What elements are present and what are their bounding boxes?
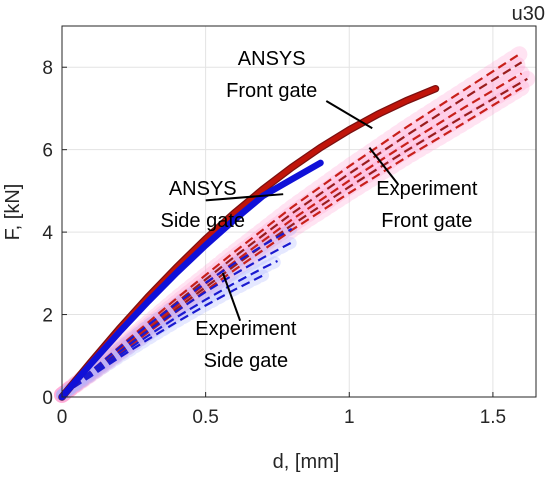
series-line-experiment-side <box>61 260 278 396</box>
series-lines <box>58 51 528 401</box>
series-line-experiment-side <box>61 241 293 396</box>
annotation-leader <box>325 100 373 130</box>
annotation-line: Side gate <box>204 350 289 372</box>
grid-lines <box>61 26 536 398</box>
annotation-line: Experiment <box>376 178 478 200</box>
series-line-experiment-front <box>61 61 523 396</box>
annotation-label: Experiment Front gate <box>376 178 478 232</box>
annotation-leader <box>205 193 284 202</box>
annotations: ANSYS Front gate ANSYS Side gate Experiment F… <box>161 48 478 372</box>
y-tick-label: 8 <box>42 58 53 79</box>
y-tick-label: 6 <box>42 141 53 162</box>
annotation-line: Front gate <box>381 210 472 232</box>
x-tick-label: 0 <box>57 407 68 428</box>
annotation-leader <box>221 272 242 322</box>
annotation-label: Experiment Side gate <box>195 318 297 372</box>
corner-label: u30 <box>512 3 545 25</box>
x-axis-label: d, [mm] <box>273 451 340 473</box>
y-axis-label: F, [kN] <box>2 184 24 241</box>
annotation-line: ANSYS <box>238 48 306 70</box>
annotation-label: ANSYS Front gate <box>226 48 317 102</box>
series-line-experiment-front <box>61 77 528 396</box>
y-tick-label: 2 <box>42 306 53 327</box>
plot-frame <box>61 25 537 398</box>
y-tick-label: 0 <box>42 388 53 409</box>
y-tick-label: 4 <box>42 223 53 244</box>
annotation-label: ANSYS Side gate <box>161 178 246 232</box>
series-line-experiment-front <box>61 86 523 396</box>
x-tick-label: 0.5 <box>192 407 218 428</box>
series-line-experiment-front <box>61 72 523 396</box>
x-tick-label: 1 <box>344 407 355 428</box>
series-line-experiment-side <box>61 227 293 396</box>
annotation-line: Experiment <box>195 318 297 340</box>
x-tick-label: 1.5 <box>480 407 506 428</box>
axis-ticks: 0 0.5 1 1.5 0 2 4 6 8 <box>42 58 506 428</box>
series-line-ansys-side <box>58 159 324 401</box>
annotation-leader <box>368 146 399 185</box>
annotation-line: ANSYS <box>169 178 237 200</box>
annotation-line: Side gate <box>161 210 246 232</box>
annotation-line: Front gate <box>226 80 317 102</box>
